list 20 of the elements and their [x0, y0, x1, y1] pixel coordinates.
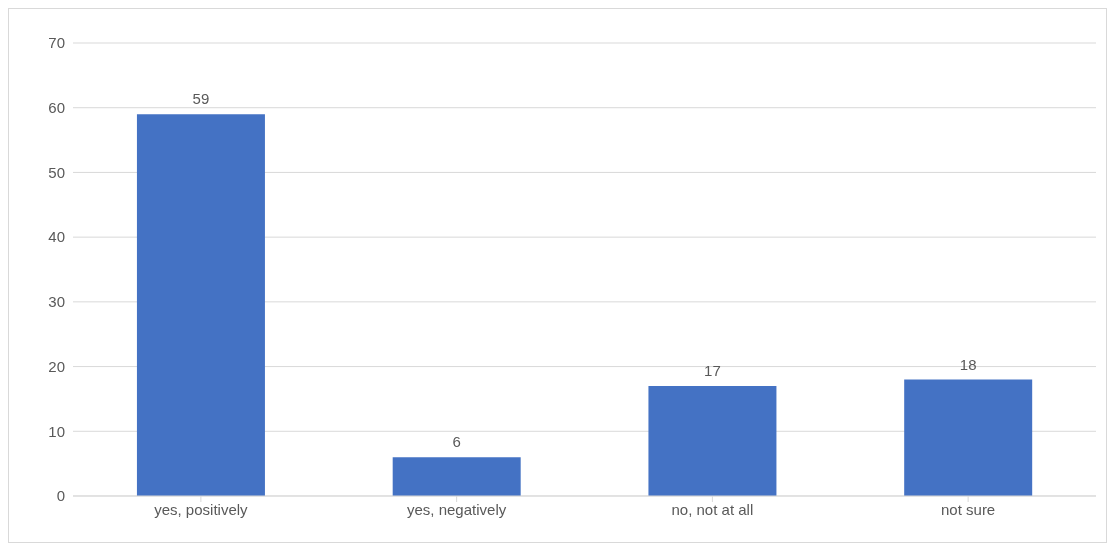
data-label: 6 [452, 433, 461, 451]
x-tick-label: yes, negatively [407, 500, 507, 518]
y-tick-label: 30 [48, 293, 65, 311]
x-tick-label: no, not at all [671, 500, 754, 518]
y-tick-label: 20 [48, 357, 65, 375]
y-tick-label: 70 [48, 34, 65, 52]
y-tick-label: 60 [48, 99, 65, 117]
bar [648, 385, 777, 496]
data-label: 59 [192, 90, 210, 108]
bar [392, 457, 521, 496]
y-tick-label: 40 [48, 228, 65, 246]
data-label: 18 [959, 355, 977, 373]
x-tick-label: yes, positively [154, 500, 249, 518]
y-tick-label: 0 [56, 487, 65, 505]
bar [904, 379, 1033, 496]
y-tick-label: 50 [48, 163, 65, 181]
x-tick-label: not sure [941, 500, 996, 518]
bar [136, 114, 265, 496]
data-label: 17 [704, 361, 721, 379]
y-tick-label: 10 [48, 422, 65, 440]
